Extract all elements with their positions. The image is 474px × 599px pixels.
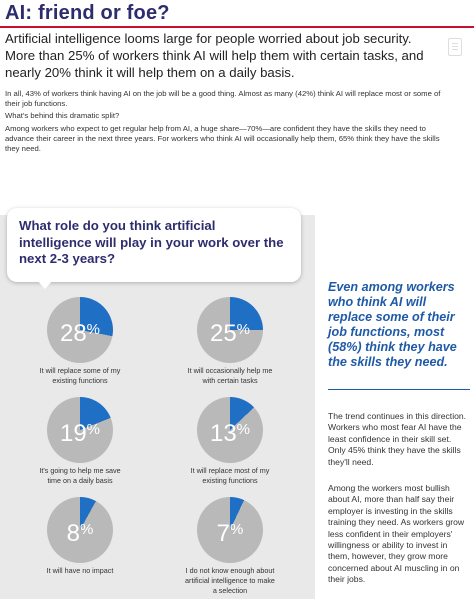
- percent-symbol: %: [80, 521, 94, 538]
- pie-caption: It will replace most of my existing func…: [190, 466, 270, 485]
- callout-divider: [328, 389, 470, 390]
- pie-caption: It will have no impact: [46, 566, 114, 575]
- percent-symbol: %: [236, 321, 251, 338]
- pie-percent-label: 13%: [197, 397, 263, 463]
- percent-symbol: %: [236, 421, 251, 438]
- pie-item: 19% It's going to help me save time on a …: [5, 390, 155, 490]
- document-icon: [448, 38, 462, 56]
- pie-percent-value: 25: [209, 320, 237, 347]
- pie-percent-label: 28%: [47, 297, 113, 363]
- title-divider: [0, 26, 474, 28]
- side-paragraph-1: The trend continues in this direction. W…: [328, 411, 467, 467]
- pie-percent-value: 8: [66, 520, 80, 547]
- side-paragraph-2: Among the workers most bullish about AI,…: [328, 483, 465, 585]
- pie-slice-chart: [47, 497, 113, 563]
- pie-slice-chart: [197, 397, 263, 463]
- pie-caption: It will replace some of my existing func…: [39, 366, 121, 385]
- pie-item: 13% It will replace most of my existing f…: [155, 390, 305, 490]
- pie-item: 28% It will replace some of my existing f…: [5, 290, 155, 390]
- pie-slice-chart: [47, 297, 113, 363]
- question-bubble: What role do you think artificial intell…: [7, 208, 301, 282]
- percent-symbol: %: [86, 321, 101, 338]
- pie-caption: I do not know enough about artificial in…: [185, 566, 275, 595]
- lead-paragraph: Artificial intelligence looms large for …: [5, 31, 424, 80]
- callout-quote: Even among workers who think AI will rep…: [328, 280, 457, 369]
- pie-item: 25% It will occasionally help me with cer…: [155, 290, 305, 390]
- survey-question: What role do you think artificial intell…: [19, 218, 284, 266]
- pie-percent-label: 19%: [47, 397, 113, 463]
- pie-caption: It's going to help me save time on a dai…: [39, 466, 121, 485]
- body-paragraph-2: What's behind this dramatic split?: [5, 111, 120, 120]
- body-paragraph-3: Among workers who expect to get regular …: [5, 124, 440, 154]
- pie-slice-chart: [47, 397, 113, 463]
- pie-percent-value: 28: [59, 320, 87, 347]
- pie-caption: It will occasionally help me with certai…: [187, 366, 273, 385]
- pie-percent-value: 19: [59, 420, 87, 447]
- pie-item: 8% It will have no impact: [5, 490, 155, 590]
- pie-percent-value: 13: [209, 420, 237, 447]
- pie-slice-chart: [197, 297, 263, 363]
- bubble-tail: [36, 279, 54, 289]
- page-title: AI: friend or foe?: [5, 2, 170, 24]
- pie-percent-label: 8%: [47, 497, 113, 563]
- pie-percent-label: 25%: [197, 297, 263, 363]
- pie-item: 7% I do not know enough about artificial …: [155, 490, 305, 595]
- pie-percent-label: 7%: [197, 497, 263, 563]
- percent-symbol: %: [86, 421, 101, 438]
- pie-slice-chart: [197, 497, 263, 563]
- percent-symbol: %: [230, 521, 244, 538]
- body-paragraph-1: In all, 43% of workers think having AI o…: [5, 89, 441, 109]
- pie-percent-value: 7: [216, 520, 230, 547]
